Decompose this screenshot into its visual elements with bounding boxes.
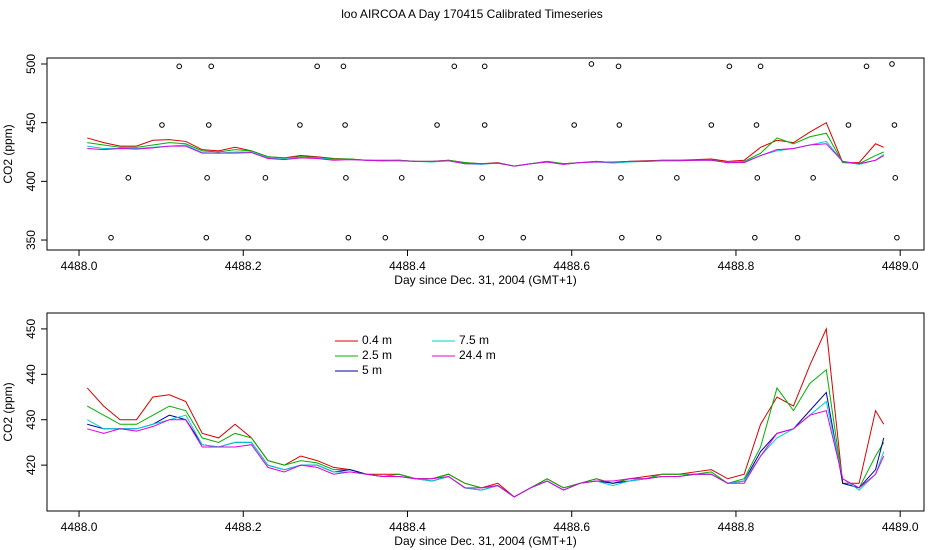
point <box>434 122 440 128</box>
point <box>588 61 595 67</box>
y-tick-label: 430 <box>24 409 38 429</box>
point <box>451 63 458 70</box>
legend-label: 7.5 m <box>459 333 489 347</box>
x-tick-label: 4489.0 <box>882 520 919 534</box>
y-axis-label: CO2 (ppm) <box>1 382 15 441</box>
point <box>108 234 114 241</box>
point <box>479 175 486 181</box>
x-tick-label: 4488.0 <box>61 520 98 534</box>
x-tick-label: 4488.6 <box>553 520 590 534</box>
point <box>794 234 801 241</box>
series-line <box>87 143 885 167</box>
point <box>297 122 303 128</box>
point <box>863 63 870 70</box>
point <box>520 234 527 241</box>
point <box>674 175 680 181</box>
point <box>892 175 899 181</box>
point <box>382 234 389 241</box>
x-tick-label: 4488.2 <box>225 259 262 273</box>
point <box>204 175 210 181</box>
point <box>757 63 764 70</box>
legend-label: 24.4 m <box>459 348 496 362</box>
point <box>345 234 352 241</box>
point <box>891 122 898 128</box>
series-line <box>86 400 885 498</box>
x-tick-label: 4489.0 <box>882 259 919 273</box>
y-tick-label: 440 <box>24 364 38 384</box>
point <box>208 63 215 70</box>
x-tick-label: 4488.8 <box>718 520 755 534</box>
x-tick-label: 4488.6 <box>553 259 590 273</box>
x-axis-label: Day since Dec. 31, 2004 (GMT+1) <box>394 273 576 287</box>
point <box>343 175 349 181</box>
point <box>342 122 348 128</box>
point <box>481 122 488 128</box>
y-tick-label: 450 <box>24 112 38 132</box>
point <box>481 63 488 70</box>
point <box>571 122 577 128</box>
legend-label: 5 m <box>362 363 382 377</box>
point <box>205 122 212 128</box>
point <box>537 175 544 181</box>
y-axis-label: CO2 (ppm) <box>1 124 15 183</box>
point <box>618 175 624 181</box>
x-axis-label: Day since Dec. 31, 2004 (GMT+1) <box>394 534 576 548</box>
point <box>176 63 183 70</box>
point <box>752 234 758 241</box>
point <box>616 122 623 128</box>
point <box>810 175 816 181</box>
point <box>478 234 485 241</box>
y-tick-label: 450 <box>24 319 38 339</box>
x-tick-label: 4488.4 <box>389 259 426 273</box>
point <box>398 175 405 181</box>
y-tick-label: 500 <box>24 54 38 74</box>
point <box>615 63 622 70</box>
y-tick-label: 420 <box>24 455 38 475</box>
x-tick-label: 4488.2 <box>225 520 262 534</box>
point <box>894 234 900 241</box>
point <box>203 234 210 241</box>
chart-title: loo AIRCOA A Day 170415 Calibrated Times… <box>341 7 602 21</box>
plot-frame <box>46 312 925 512</box>
y-tick-label: 350 <box>24 230 38 250</box>
point <box>889 61 895 67</box>
point <box>125 175 132 181</box>
legend-label: 2.5 m <box>362 348 392 362</box>
point <box>845 122 852 128</box>
plot-frame <box>46 57 925 251</box>
x-tick-label: 4488.4 <box>389 520 426 534</box>
series-line <box>87 391 885 498</box>
point <box>340 63 347 70</box>
x-tick-label: 4488.0 <box>61 259 98 273</box>
series-line <box>86 327 885 498</box>
series-line <box>87 410 885 498</box>
series-line <box>86 368 885 498</box>
point <box>245 234 251 241</box>
x-tick-label: 4488.8 <box>718 259 755 273</box>
y-tick-label: 400 <box>24 171 38 191</box>
point <box>726 63 733 70</box>
point <box>314 63 320 70</box>
point <box>655 234 662 241</box>
point <box>754 175 761 181</box>
point <box>159 122 165 128</box>
series-line <box>87 121 884 167</box>
point <box>753 122 760 128</box>
point <box>262 175 269 181</box>
legend-label: 0.4 m <box>362 333 392 347</box>
point <box>619 234 625 241</box>
point <box>708 122 715 128</box>
